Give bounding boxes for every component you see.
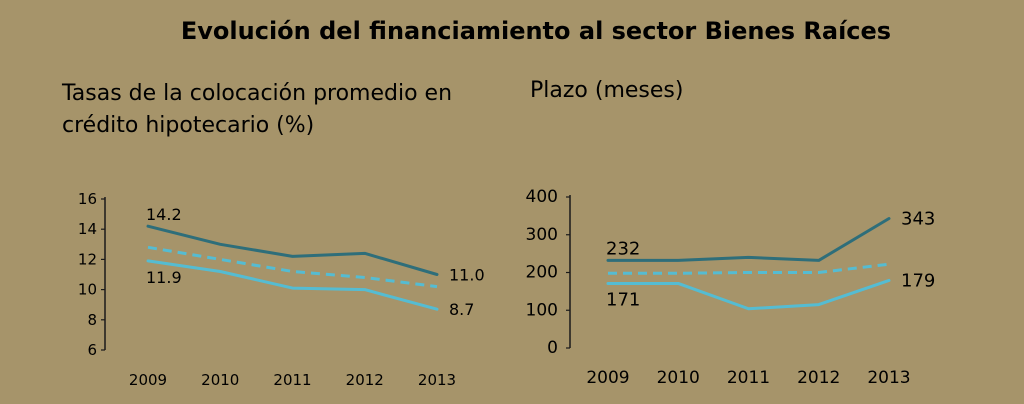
x-tick-label: 2011	[727, 368, 770, 388]
y-tick-label: 200	[526, 263, 558, 283]
x-tick-label: 2009	[586, 368, 629, 388]
y-tick-label: 6	[87, 341, 97, 359]
series-line-light	[606, 278, 891, 311]
figure-title: Evolución del financiamiento al sector B…	[181, 17, 891, 45]
x-tick-label: 2012	[346, 371, 384, 389]
data-label: 11.9	[146, 268, 182, 287]
data-label: 232	[606, 238, 640, 259]
x-tick-label: 2010	[657, 368, 700, 388]
series-line-dashed	[608, 262, 890, 275]
y-tick-label: 300	[526, 225, 558, 245]
series-line-light	[146, 259, 439, 311]
series-line-dashed	[147, 245, 438, 289]
chart-title-line: crédito hipotecario (%)	[62, 113, 314, 138]
y-tick-label: 100	[526, 300, 558, 320]
y-tick-label: 0	[547, 338, 558, 358]
y-tick-label: 400	[526, 187, 558, 207]
x-tick-label: 2013	[867, 368, 910, 388]
data-label: 179	[901, 270, 935, 291]
x-tick-label: 2012	[797, 368, 840, 388]
chart-tasas: Tasas de la colocación promedio en crédit…	[61, 81, 485, 389]
y-tick-label: 14	[78, 220, 97, 238]
data-label: 171	[606, 289, 640, 310]
x-tick-label: 2010	[201, 371, 239, 389]
chart-title-line: Plazo (meses)	[530, 78, 683, 103]
data-label: 11.0	[449, 266, 485, 285]
y-tick-label: 10	[78, 281, 97, 299]
y-tick-label: 16	[78, 190, 97, 208]
series-line-dark	[606, 217, 891, 262]
x-tick-label: 2009	[129, 371, 167, 389]
y-tick-label: 12	[78, 250, 97, 268]
data-label: 14.2	[146, 205, 182, 224]
data-label: 343	[901, 209, 935, 230]
series-line-dark	[146, 224, 439, 276]
data-label: 8.7	[449, 300, 474, 319]
y-tick-label: 8	[87, 311, 97, 329]
x-tick-label: 2013	[418, 371, 456, 389]
x-tick-label: 2011	[273, 371, 311, 389]
chart-title-line: Tasas de la colocación promedio en	[61, 81, 452, 106]
chart-plazo: Plazo (meses) 0 100 200 300 400 2009 2010 2011 20…	[526, 78, 936, 388]
